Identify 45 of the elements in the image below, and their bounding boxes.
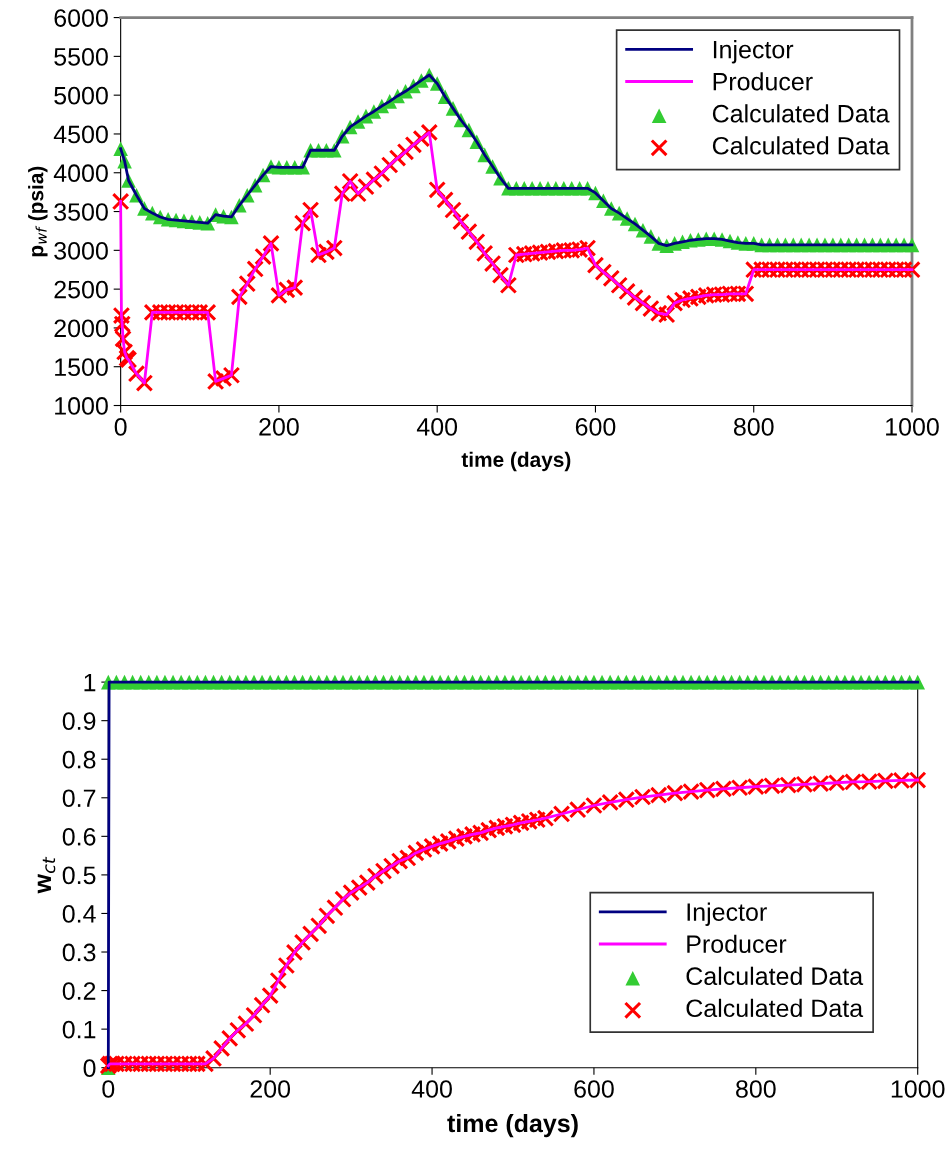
y-tick-label: 6000: [54, 9, 108, 27]
y-tick-label: 0.4: [62, 905, 96, 923]
y-tick-label: 5000: [54, 86, 108, 105]
legend-label: Calculated Data: [686, 966, 864, 986]
legend-label: Injector: [687, 902, 767, 926]
y-axis-title: w$_{ct}$: [37, 856, 56, 894]
y-tick-label: 5500: [54, 47, 108, 66]
y-tick-label: 0.5: [62, 866, 96, 885]
legend-label: Calculated Data: [686, 998, 864, 1018]
y-tick-label: 4000: [53, 164, 108, 183]
y-tick-label: 1: [84, 673, 96, 692]
legend-label: Injector: [713, 40, 794, 64]
x-axis-title: time (days): [447, 1113, 578, 1138]
legend-label: Calculated Data: [712, 104, 890, 123]
y-tick-label: 0.1: [62, 1020, 96, 1039]
x-tick-label: 400: [411, 1080, 452, 1098]
legend-label: Producer: [713, 72, 813, 91]
y-tick-label: 0.9: [62, 712, 96, 730]
x-tick-label: 800: [736, 1080, 776, 1098]
y-tick-label: 1000: [55, 397, 108, 415]
x-tick-label: 200: [259, 417, 299, 436]
y-tick-label: 0.8: [62, 750, 96, 769]
y-tick-label: 3000: [54, 241, 108, 260]
legend-label: Producer: [687, 934, 787, 954]
y-tick-label: 0.7: [62, 789, 96, 808]
y-tick-label: 0.2: [62, 982, 96, 1000]
y-tick-label: 0.3: [62, 943, 96, 962]
y-tick-label: 2500: [54, 280, 108, 299]
y-axis-title: p$_{wf}$ (psia): [28, 166, 48, 257]
x-tick-label: 200: [250, 1080, 291, 1098]
x-tick-label: 600: [575, 417, 616, 436]
x-tick-label: 0: [114, 417, 127, 436]
x-axis-title: time (days): [461, 451, 571, 472]
y-tick-label: 0.6: [62, 827, 96, 846]
x-tick-label: 1000: [891, 1080, 945, 1098]
x-tick-label: 400: [416, 417, 458, 436]
x-tick-label: 600: [574, 1080, 614, 1098]
y-tick-label: 3500: [54, 203, 108, 221]
y-tick-label: 0: [83, 1059, 96, 1077]
y-tick-label: 1500: [55, 358, 108, 377]
x-tick-label: 800: [733, 417, 774, 436]
x-tick-label: 1000: [886, 417, 939, 436]
y-tick-label: 4500: [53, 125, 108, 144]
y-tick-label: 2000: [54, 319, 108, 338]
legend-label: Calculated Data: [712, 136, 890, 155]
